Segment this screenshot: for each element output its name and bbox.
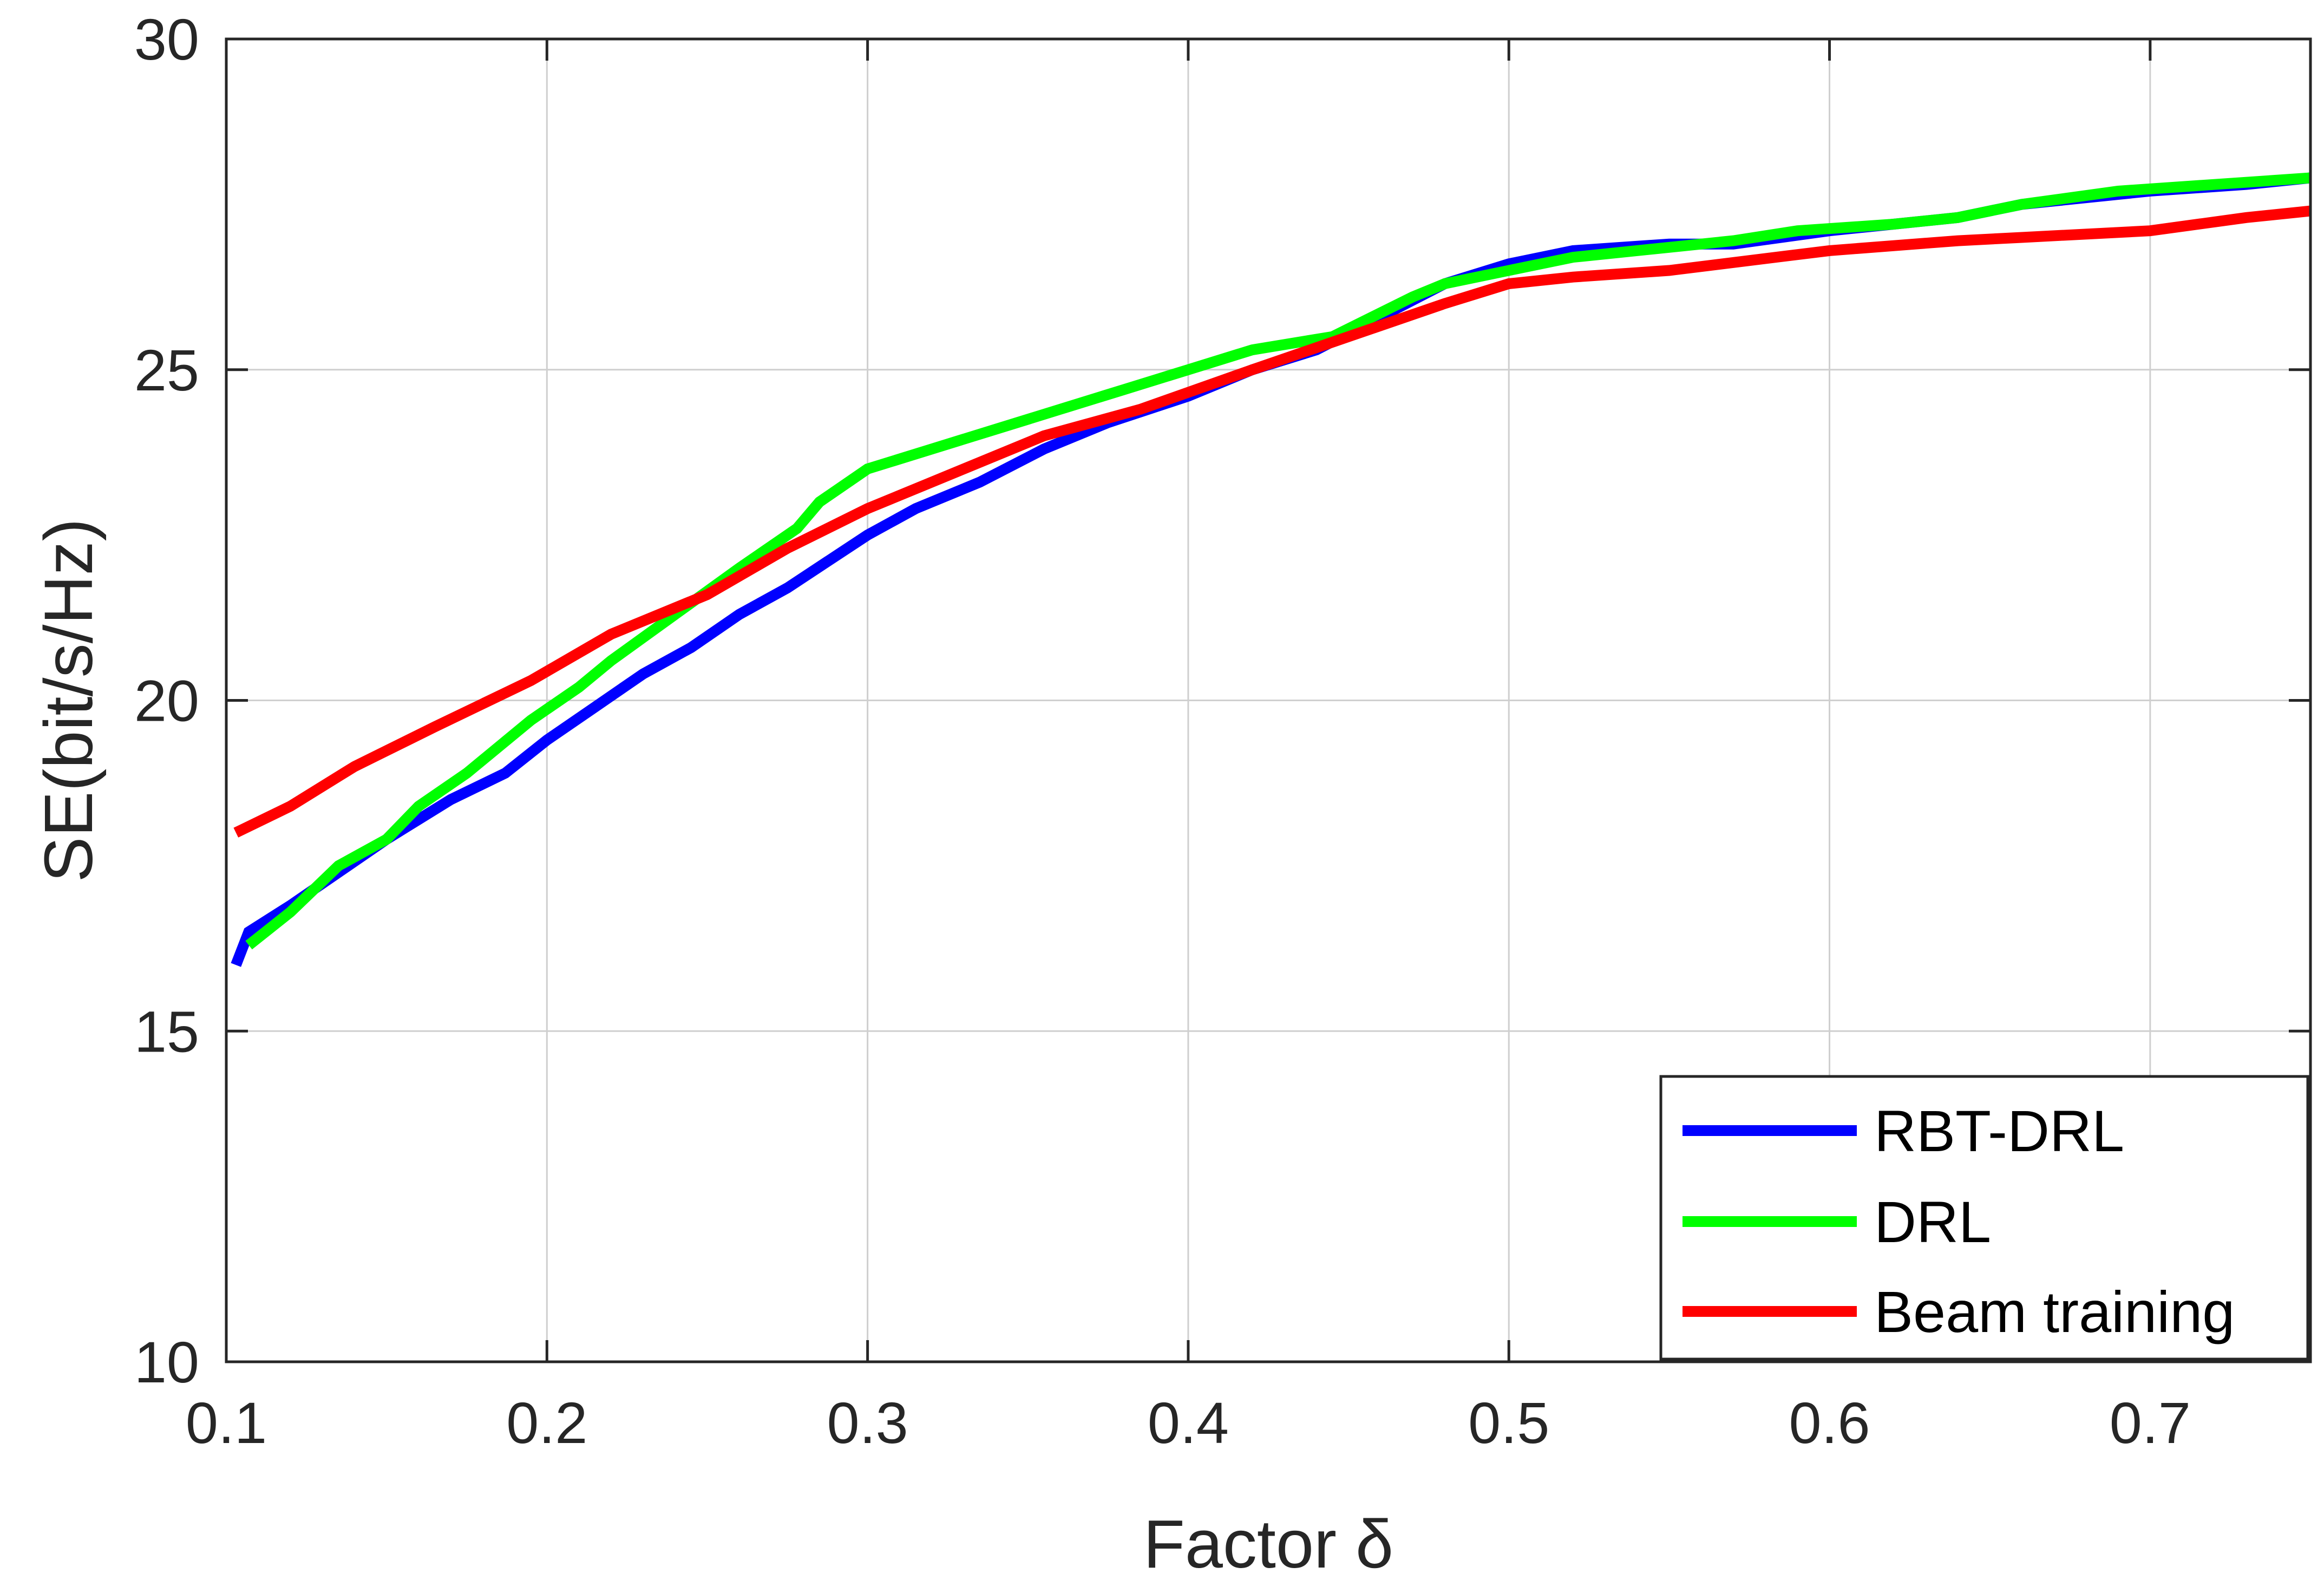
series-line-beam-training xyxy=(233,205,2312,838)
series-line-drl xyxy=(245,172,2311,950)
legend-label-drl: DRL xyxy=(1874,1189,1991,1255)
x-axis-title: Factor δ xyxy=(1143,1506,1393,1582)
x-tick-label: 0.3 xyxy=(827,1390,908,1455)
legend-label-beam-training: Beam training xyxy=(1874,1279,2235,1344)
y-axis-title: SE(bit/s/Hz) xyxy=(30,518,107,882)
x-tick-label: 0.7 xyxy=(2110,1390,2191,1455)
y-tick-label: 20 xyxy=(134,668,199,734)
x-tick-label: 0.2 xyxy=(506,1390,587,1455)
legend-label-rbt-drl: RBT-DRL xyxy=(1874,1098,2124,1164)
x-tick-label: 0.4 xyxy=(1148,1390,1229,1455)
y-tick-label: 10 xyxy=(134,1329,199,1395)
y-tick-label: 30 xyxy=(134,6,199,72)
y-tick-label: 15 xyxy=(134,998,199,1064)
x-tick-label: 0.5 xyxy=(1468,1390,1549,1455)
tick-labels: 0.1 0.2 0.3 0.4 0.5 0.6 0.7 10 15 20 25 30 xyxy=(134,6,2191,1455)
legend: RBT-DRL DRL Beam training xyxy=(1659,1075,2309,1361)
plot-series xyxy=(231,172,2312,967)
x-tick-label: 0.6 xyxy=(1789,1390,1870,1455)
y-tick-label: 25 xyxy=(134,337,199,403)
x-tick-label: 0.1 xyxy=(186,1390,267,1455)
